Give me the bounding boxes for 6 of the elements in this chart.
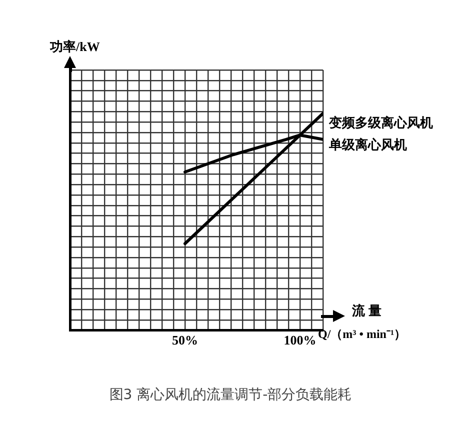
x-tick-label: 100% xyxy=(284,332,316,348)
series-label: 变频多级离心风机 xyxy=(328,114,433,131)
x-tick-label: 50% xyxy=(172,332,198,348)
text: 图3 离心风机的流量调节-部分负载能耗 xyxy=(108,386,353,404)
y-axis-title: 功率/kW xyxy=(50,38,100,56)
series-label: 单级离心风机 xyxy=(328,136,407,153)
